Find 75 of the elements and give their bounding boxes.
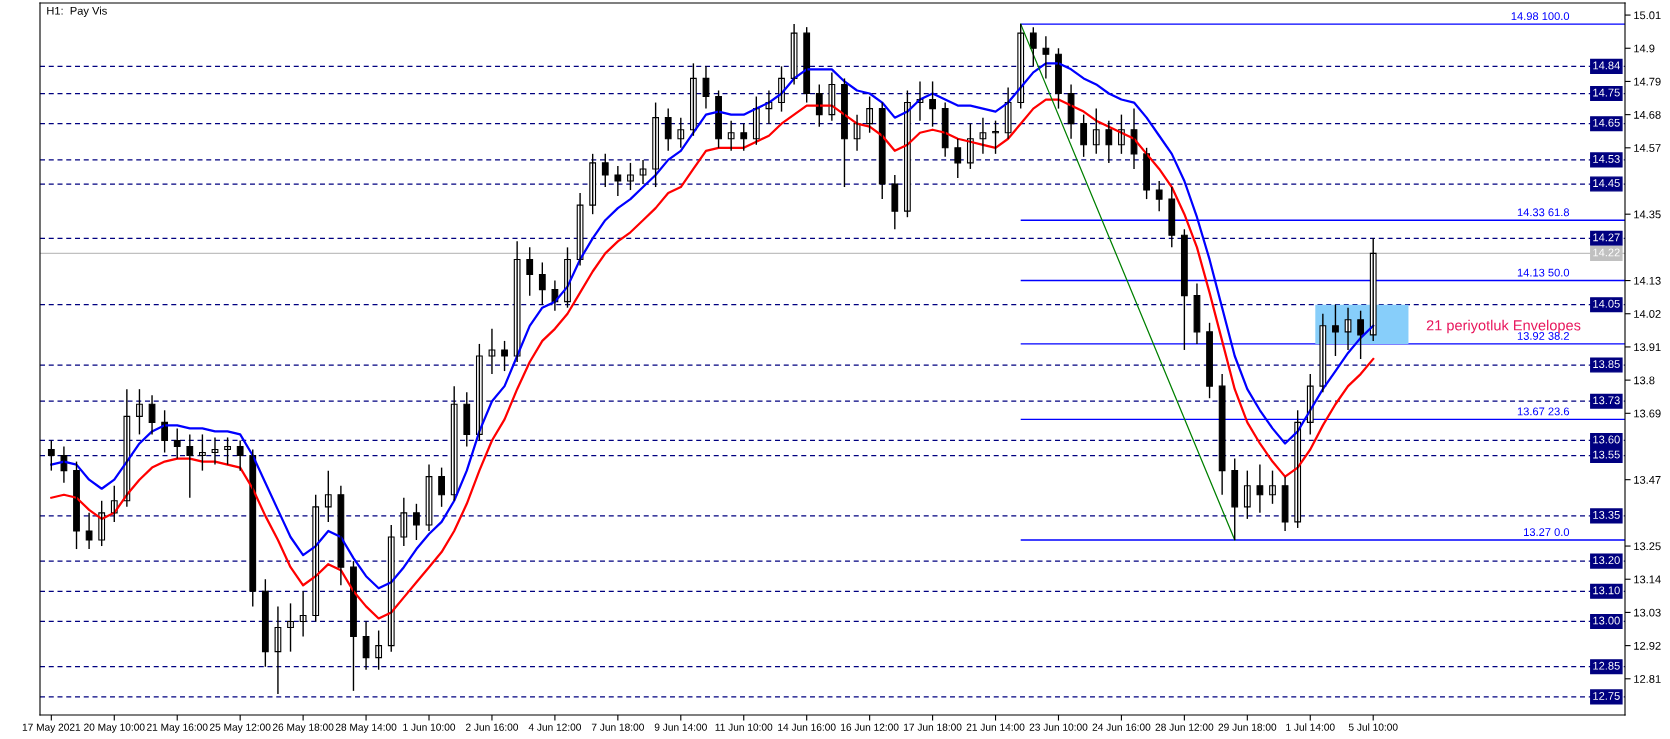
y-tick-label: 14.57 xyxy=(1634,144,1661,152)
ref-line-label: 14.27 xyxy=(1593,233,1620,242)
y-tick-label: 14.68 xyxy=(1634,110,1661,119)
y-tick-label: 13.8 xyxy=(1634,376,1655,385)
y-tick-label: 13.25 xyxy=(1634,542,1661,551)
y-tick-label: 14.13 xyxy=(1634,276,1661,285)
x-tick-label: 21 May 16:00 xyxy=(147,723,208,733)
x-tick-label: 25 May 12:00 xyxy=(209,723,271,733)
y-tick-label: 13.91 xyxy=(1634,343,1661,352)
ref-line-label: 14.13 50.0 xyxy=(1517,268,1570,277)
ref-line-label: 13.73 xyxy=(1593,396,1620,405)
text: 21 periyotluk Envelopes xyxy=(1426,319,1581,334)
x-tick-label: 14 Jun 16:00 xyxy=(778,723,836,731)
y-tick-label: 14.9 xyxy=(1634,44,1655,53)
x-tick-label: 1 Jul 14:00 xyxy=(1286,723,1335,731)
y-tick-label: 15.01 xyxy=(1634,11,1661,20)
ref-line-label: 13.35 xyxy=(1593,511,1620,519)
ref-line-label: 13.67 23.6 xyxy=(1517,407,1570,416)
candlestick xyxy=(1206,322,1213,399)
y-tick-label: 13.69 xyxy=(1634,409,1661,418)
y-tick-label: 12.92 xyxy=(1634,641,1661,650)
ref-line-label: 14.98 100.0 xyxy=(1511,12,1570,21)
ref-line-label: 14.75 xyxy=(1593,88,1620,97)
ref-line-label: 14.45 xyxy=(1593,179,1620,187)
ref-line-label: 13.55 xyxy=(1593,450,1620,459)
ref-line-label: 13.10 xyxy=(1593,586,1620,595)
ref-line-label: 14.65 xyxy=(1593,118,1620,127)
y-tick-label: 12.81 xyxy=(1634,675,1661,683)
chart-title: H1: Pay Vis xyxy=(47,6,107,17)
x-tick-label: 5 Jul 10:00 xyxy=(1348,723,1398,731)
candlestick xyxy=(601,153,609,188)
x-tick-label: 16 Jun 12:00 xyxy=(841,723,899,731)
x-tick-label: 7 Jun 18:00 xyxy=(591,723,644,731)
x-tick-label: 29 Jun 18:00 xyxy=(1218,723,1277,731)
ref-line-label: 13.00 xyxy=(1593,616,1620,625)
y-tick-label: 14.02 xyxy=(1634,310,1661,318)
y-tick-label: 14.35 xyxy=(1634,210,1661,219)
ref-line-label: 13.27 0.0 xyxy=(1524,528,1570,537)
x-tick-label: 24 Jun 16:00 xyxy=(1092,723,1151,731)
ref-line-label: 12.85 xyxy=(1593,661,1620,670)
candlestick xyxy=(954,138,962,179)
y-tick-label: 13.14 xyxy=(1634,575,1661,584)
candlestick xyxy=(501,340,508,372)
x-tick-label: 28 May 14:00 xyxy=(335,723,397,733)
ref-line-label: 14.84 xyxy=(1593,61,1620,70)
candlestick xyxy=(627,162,634,191)
ref-line-label: 13.20 xyxy=(1593,556,1620,565)
x-tick-label: 23 Jun 10:00 xyxy=(1029,723,1088,731)
x-tick-label: 2 Jun 16:00 xyxy=(465,723,519,731)
x-tick-label: 11 Jun 10:00 xyxy=(715,723,773,731)
x-tick-label: 20 May 10:00 xyxy=(84,723,145,733)
candlestick xyxy=(652,101,660,188)
candlestick xyxy=(1357,310,1365,360)
ref-line-label: 13.60 xyxy=(1593,435,1620,444)
ref-line-label: 14.05 xyxy=(1593,299,1620,308)
candlestick xyxy=(589,153,597,215)
y-tick-label: 14.79 xyxy=(1634,77,1661,86)
ref-line-label: 12.75 xyxy=(1593,692,1620,700)
candlestick xyxy=(413,503,420,541)
x-tick-label: 9 Jun 14:00 xyxy=(654,723,707,731)
x-tick-label: 1 Jun 10:00 xyxy=(403,723,456,731)
candlestick xyxy=(1168,186,1176,249)
y-tick-label: 13.47 xyxy=(1634,475,1661,484)
ref-line-label: 14.22 xyxy=(1593,248,1620,257)
ref-line-label: 13.92 38.2 xyxy=(1517,332,1569,340)
x-tick-label: 4 Jun 12:00 xyxy=(528,723,582,731)
x-tick-label: 17 May 2021 xyxy=(22,723,81,733)
ref-line-label: 14.53 xyxy=(1593,155,1620,163)
x-tick-label: 28 Jun 12:00 xyxy=(1155,723,1214,731)
y-tick-label: 13.03 xyxy=(1634,608,1661,617)
ref-line-label: 13.85 xyxy=(1593,360,1620,369)
x-tick-label: 26 May 18:00 xyxy=(272,723,334,733)
ref-line-label: 14.33 61.8 xyxy=(1517,208,1570,217)
x-tick-label: 17 Jun 18:00 xyxy=(904,723,962,731)
x-tick-label: 21 Jun 14:00 xyxy=(966,723,1025,731)
